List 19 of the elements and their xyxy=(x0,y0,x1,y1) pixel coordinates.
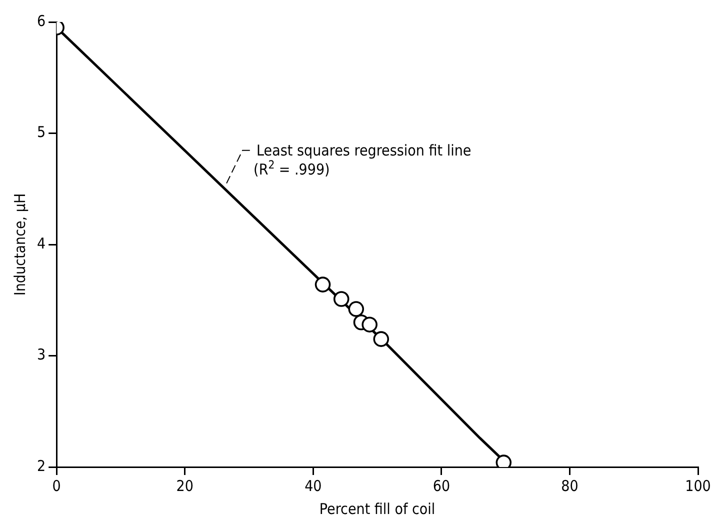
y-tick-label: 5 xyxy=(36,123,46,142)
point xyxy=(373,331,390,347)
point xyxy=(362,316,378,332)
x-tick-label: 100 xyxy=(685,476,711,495)
annotation: Least squares regression fit line xyxy=(256,141,472,160)
x-tick-label: 0 xyxy=(52,476,61,495)
y-axis-title: Inductance, μH xyxy=(10,193,29,296)
x-tick-label: 40 xyxy=(304,476,322,495)
y-tick-label: 4 xyxy=(36,234,46,252)
point xyxy=(333,291,350,307)
point xyxy=(314,276,331,292)
x-tick-label: 80 xyxy=(561,476,578,495)
x-tick-label: 60 xyxy=(432,476,450,495)
x-tick-label: 20 xyxy=(176,476,194,495)
point xyxy=(348,301,364,317)
y-tick-label: 6 xyxy=(36,12,46,30)
y-tick-label: 2 xyxy=(36,456,46,475)
x-axis-title: Percent fill of coil xyxy=(319,500,436,518)
y-tick-label: 3 xyxy=(36,346,46,364)
